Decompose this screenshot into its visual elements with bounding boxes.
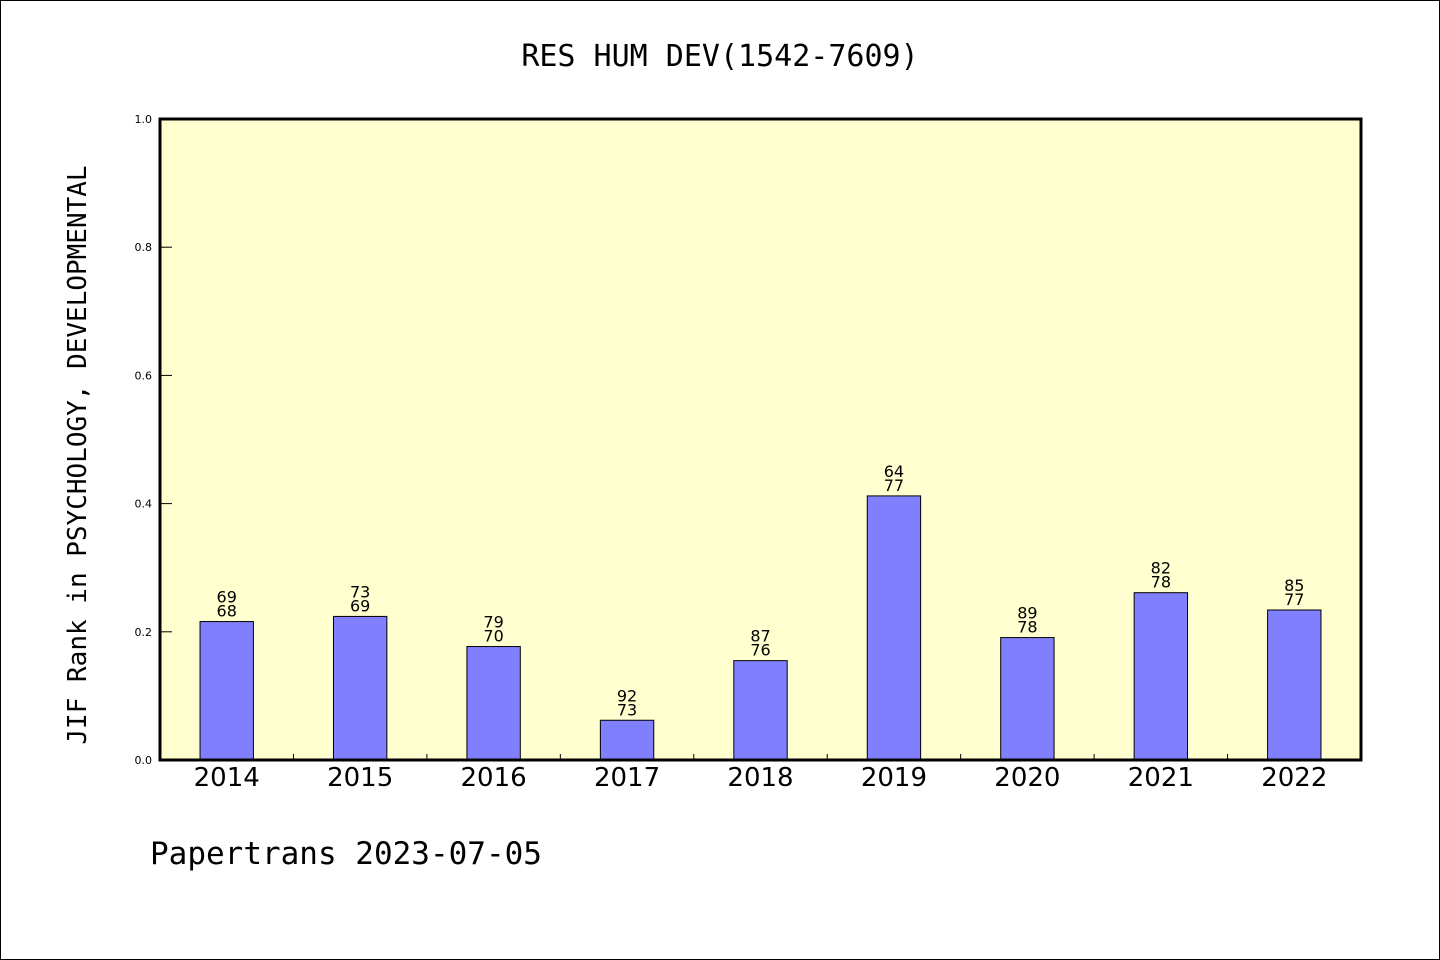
bar-2021 [1133,592,1189,761]
bar-2017 [599,719,655,761]
bar-label-top: 82 [1151,559,1171,578]
bar-label-bottom: 69 [350,596,370,615]
bar-2020 [1000,637,1055,761]
bar-label-top: 89 [1017,604,1037,623]
x-tick-label: 2020 [994,763,1060,793]
bar-label-bottom: 78 [1017,618,1037,637]
x-tick-label: 2017 [594,763,660,793]
x-tick-label: 2014 [194,763,260,793]
bar-label-bottom: 77 [884,476,904,495]
bar-label-bottom: 73 [617,700,637,719]
plot-border [158,117,1363,762]
bar-label-bottom: 68 [217,602,237,621]
x-tick-label: 2019 [861,763,927,793]
bar-label-top: 85 [1284,576,1304,595]
bar-2019 [866,495,922,761]
bar-label-bottom: 76 [750,641,770,660]
bar-label-top: 64 [884,462,904,481]
bar-2016 [466,646,521,761]
bar-2022 [1267,609,1322,761]
chart-title: RES HUM DEV(1542-7609) [521,39,918,74]
bar-2015 [332,615,388,761]
x-tick-label: 2018 [727,763,793,793]
bar-label-top: 69 [217,588,237,607]
bar-label-top: 92 [617,686,637,705]
bar-label-top: 87 [750,627,770,646]
y-tick-label: 0.8 [135,241,153,254]
x-tick-label: 2022 [1261,763,1327,793]
bar-label-bottom: 78 [1151,573,1171,592]
bar-2018 [733,660,788,761]
y-axis-label: JIF Rank in PSYCHOLOGY, DEVELOPMENTAL [63,165,93,744]
bar-label-top: 79 [483,613,503,632]
y-tick-label: 0.4 [135,498,153,511]
x-tick-label: 2016 [461,763,527,793]
x-tick-label: 2015 [327,763,393,793]
x-tick-label: 2021 [1128,763,1194,793]
y-tick-label: 0.6 [135,369,153,382]
y-tick-label: 0.2 [135,626,153,639]
footer-text: Papertrans 2023-07-05 [150,836,542,872]
bar-label-top: 73 [350,582,370,601]
y-tick-label: 0.0 [135,754,153,767]
bar-label-bottom: 77 [1284,590,1304,609]
bar-label-bottom: 70 [483,627,503,646]
bar-2014 [199,621,254,761]
y-tick-label: 1.0 [135,113,153,126]
